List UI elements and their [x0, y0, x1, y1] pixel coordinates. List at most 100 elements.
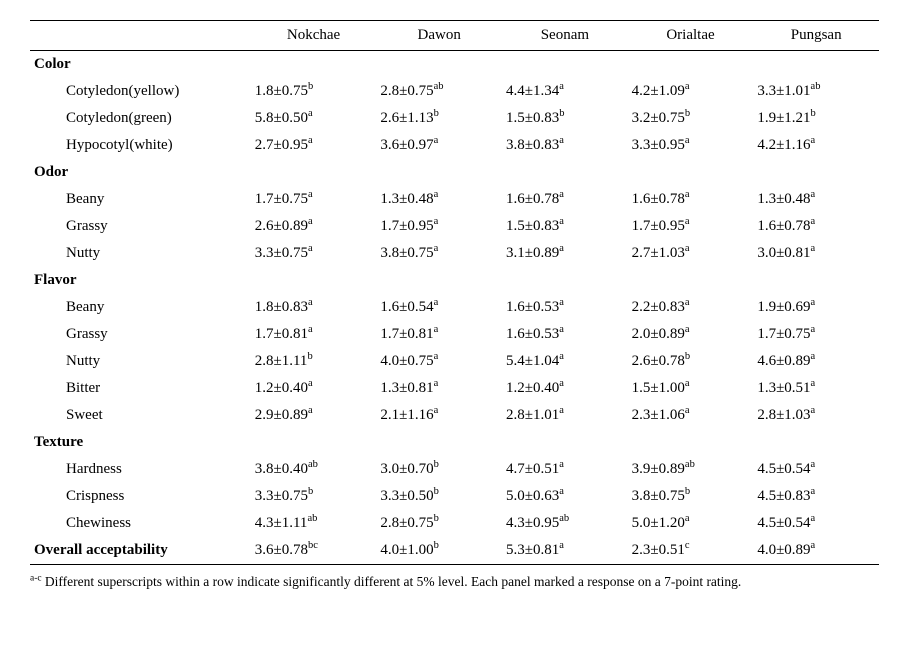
data-cell: 4.5±0.54a — [753, 510, 879, 537]
data-cell: 3.8±0.40ab — [251, 456, 377, 483]
data-cell: 1.7±0.75a — [251, 186, 377, 213]
row-label: Crispness — [30, 483, 251, 510]
data-cell: 4.0±1.00b — [376, 537, 502, 565]
table-row: Cotyledon(green)5.8±0.50a2.6±1.13b1.5±0.… — [30, 105, 879, 132]
data-cell: 4.7±0.51a — [502, 456, 628, 483]
empty-cell — [628, 267, 754, 294]
header-col: Nokchae — [251, 21, 377, 51]
data-cell: 4.6±0.89a — [753, 348, 879, 375]
data-cell: 5.4±1.04a — [502, 348, 628, 375]
data-cell: 2.3±1.06a — [628, 402, 754, 429]
row-label: Hypocotyl(white) — [30, 132, 251, 159]
row-label: Chewiness — [30, 510, 251, 537]
data-cell: 4.3±0.95ab — [502, 510, 628, 537]
data-cell: 1.9±1.21b — [753, 105, 879, 132]
table-row: Hypocotyl(white)2.7±0.95a3.6±0.97a3.8±0.… — [30, 132, 879, 159]
group-label: Texture — [30, 429, 251, 456]
row-label: Overall acceptability — [30, 537, 251, 565]
table-row: Bitter1.2±0.40a1.3±0.81a1.2±0.40a1.5±1.0… — [30, 375, 879, 402]
data-cell: 1.3±0.48a — [376, 186, 502, 213]
empty-cell — [376, 159, 502, 186]
data-cell: 1.7±0.95a — [628, 213, 754, 240]
data-cell: 4.0±0.75a — [376, 348, 502, 375]
group-label: Flavor — [30, 267, 251, 294]
table-row: Hardness3.8±0.40ab3.0±0.70b4.7±0.51a3.9±… — [30, 456, 879, 483]
data-cell: 3.3±0.95a — [628, 132, 754, 159]
data-cell: 4.0±0.89a — [753, 537, 879, 565]
data-cell: 4.4±1.34a — [502, 78, 628, 105]
footnote: a-c Different superscripts within a row … — [30, 571, 879, 593]
empty-cell — [251, 429, 377, 456]
data-cell: 1.7±0.75a — [753, 321, 879, 348]
table-row: Crispness3.3±0.75b3.3±0.50b5.0±0.63a3.8±… — [30, 483, 879, 510]
data-cell: 1.8±0.83a — [251, 294, 377, 321]
data-cell: 2.8±1.03a — [753, 402, 879, 429]
data-cell: 1.5±1.00a — [628, 375, 754, 402]
data-cell: 3.6±0.97a — [376, 132, 502, 159]
group-row: Flavor — [30, 267, 879, 294]
data-cell: 4.5±0.83a — [753, 483, 879, 510]
data-cell: 1.5±0.83a — [502, 213, 628, 240]
empty-cell — [251, 159, 377, 186]
data-cell: 1.7±0.81a — [251, 321, 377, 348]
data-cell: 1.3±0.48a — [753, 186, 879, 213]
empty-cell — [753, 429, 879, 456]
data-cell: 1.6±0.78a — [628, 186, 754, 213]
empty-cell — [502, 429, 628, 456]
data-cell: 1.9±0.69a — [753, 294, 879, 321]
empty-cell — [251, 267, 377, 294]
data-cell: 2.7±1.03a — [628, 240, 754, 267]
row-label: Nutty — [30, 348, 251, 375]
group-row: Color — [30, 51, 879, 79]
data-cell: 3.8±0.75a — [376, 240, 502, 267]
empty-cell — [753, 159, 879, 186]
data-cell: 3.3±1.01ab — [753, 78, 879, 105]
table-row: Nutty3.3±0.75a3.8±0.75a3.1±0.89a2.7±1.03… — [30, 240, 879, 267]
header-col: Orialtae — [628, 21, 754, 51]
empty-cell — [376, 429, 502, 456]
data-cell: 1.2±0.40a — [502, 375, 628, 402]
data-cell: 4.2±1.16a — [753, 132, 879, 159]
table-row: Grassy1.7±0.81a1.7±0.81a1.6±0.53a2.0±0.8… — [30, 321, 879, 348]
data-cell: 1.3±0.51a — [753, 375, 879, 402]
row-label: Sweet — [30, 402, 251, 429]
data-cell: 1.7±0.81a — [376, 321, 502, 348]
table-row: Beany1.7±0.75a1.3±0.48a1.6±0.78a1.6±0.78… — [30, 186, 879, 213]
data-cell: 2.8±1.01a — [502, 402, 628, 429]
data-cell: 3.6±0.78bc — [251, 537, 377, 565]
data-cell: 3.2±0.75b — [628, 105, 754, 132]
data-cell: 1.5±0.83b — [502, 105, 628, 132]
table-row: Sweet2.9±0.89a2.1±1.16a2.8±1.01a2.3±1.06… — [30, 402, 879, 429]
row-label: Grassy — [30, 321, 251, 348]
data-cell: 3.9±0.89ab — [628, 456, 754, 483]
empty-cell — [753, 267, 879, 294]
table-row: Cotyledon(yellow)1.8±0.75b2.8±0.75ab4.4±… — [30, 78, 879, 105]
footnote-sup: a-c — [30, 574, 42, 584]
data-cell: 2.6±0.89a — [251, 213, 377, 240]
data-cell: 2.9±0.89a — [251, 402, 377, 429]
data-cell: 2.0±0.89a — [628, 321, 754, 348]
row-label: Nutty — [30, 240, 251, 267]
footnote-text: Different superscripts within a row indi… — [45, 574, 741, 589]
data-cell: 1.6±0.53a — [502, 294, 628, 321]
empty-cell — [502, 159, 628, 186]
data-cell: 3.0±0.70b — [376, 456, 502, 483]
empty-cell — [376, 51, 502, 79]
data-cell: 5.0±1.20a — [628, 510, 754, 537]
data-cell: 1.6±0.54a — [376, 294, 502, 321]
data-cell: 1.2±0.40a — [251, 375, 377, 402]
table-row: Chewiness4.3±1.11ab2.8±0.75b4.3±0.95ab5.… — [30, 510, 879, 537]
data-cell: 2.1±1.16a — [376, 402, 502, 429]
data-cell: 1.8±0.75b — [251, 78, 377, 105]
table-body: ColorCotyledon(yellow)1.8±0.75b2.8±0.75a… — [30, 51, 879, 565]
empty-cell — [502, 51, 628, 79]
data-cell: 2.7±0.95a — [251, 132, 377, 159]
data-cell: 2.3±0.51c — [628, 537, 754, 565]
data-cell: 4.2±1.09a — [628, 78, 754, 105]
group-label: Color — [30, 51, 251, 79]
data-cell: 5.3±0.81a — [502, 537, 628, 565]
table-row: Overall acceptability3.6±0.78bc4.0±1.00b… — [30, 537, 879, 565]
data-cell: 3.0±0.81a — [753, 240, 879, 267]
data-cell: 1.6±0.78a — [502, 186, 628, 213]
data-cell: 2.8±0.75ab — [376, 78, 502, 105]
